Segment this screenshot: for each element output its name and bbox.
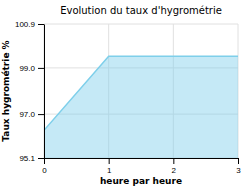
tick-label: 100.9 [15,20,36,29]
tick: 100.9 [15,20,44,29]
tick-mark [44,158,45,164]
y-axis-title: Taux hygrométrie % [1,40,11,141]
tick: 95.1 [19,154,44,163]
y-axis: 95.1 97.0 99.0 100.9 [15,20,45,163]
x-axis: 0 1 2 3 [42,158,241,175]
tick-label: 95.1 [19,154,35,163]
tick: 0 [42,158,47,175]
tick-label: 2 [172,166,177,175]
grid-line-x [44,24,45,158]
tick-mark [38,158,44,159]
plot: 0 1 2 3 95.1 97.0 99.0 100.9 [15,20,241,175]
tick-mark [173,158,174,164]
tick-mark [38,114,44,115]
grid [44,24,238,158]
tick-mark [109,158,110,164]
tick-mark [38,24,44,25]
title: Evolution du taux d'hygrométrie [60,5,222,16]
x-axis-title: heure par heure [100,176,182,186]
chart: 0 1 2 3 95.1 97.0 99.0 100.9 Evolution du taux d… [0,0,250,188]
marks [44,56,238,158]
tick: 97.0 [19,110,44,119]
tick-label: 1 [107,166,112,175]
tick-label: 3 [236,166,241,175]
tick-mark [38,68,44,69]
tick: 1 [107,158,112,175]
tick: 99.0 [19,64,44,73]
line [44,56,238,130]
area [44,56,238,158]
grid-line-y [44,24,238,25]
tick: 3 [236,158,241,175]
tick-label: 0 [42,166,47,175]
axis-domain [45,158,239,159]
tick: 2 [172,158,177,175]
axis-domain [44,25,45,159]
tick-label: 97.0 [19,110,35,119]
tick-mark [238,158,239,164]
tick-label: 99.0 [19,64,35,73]
